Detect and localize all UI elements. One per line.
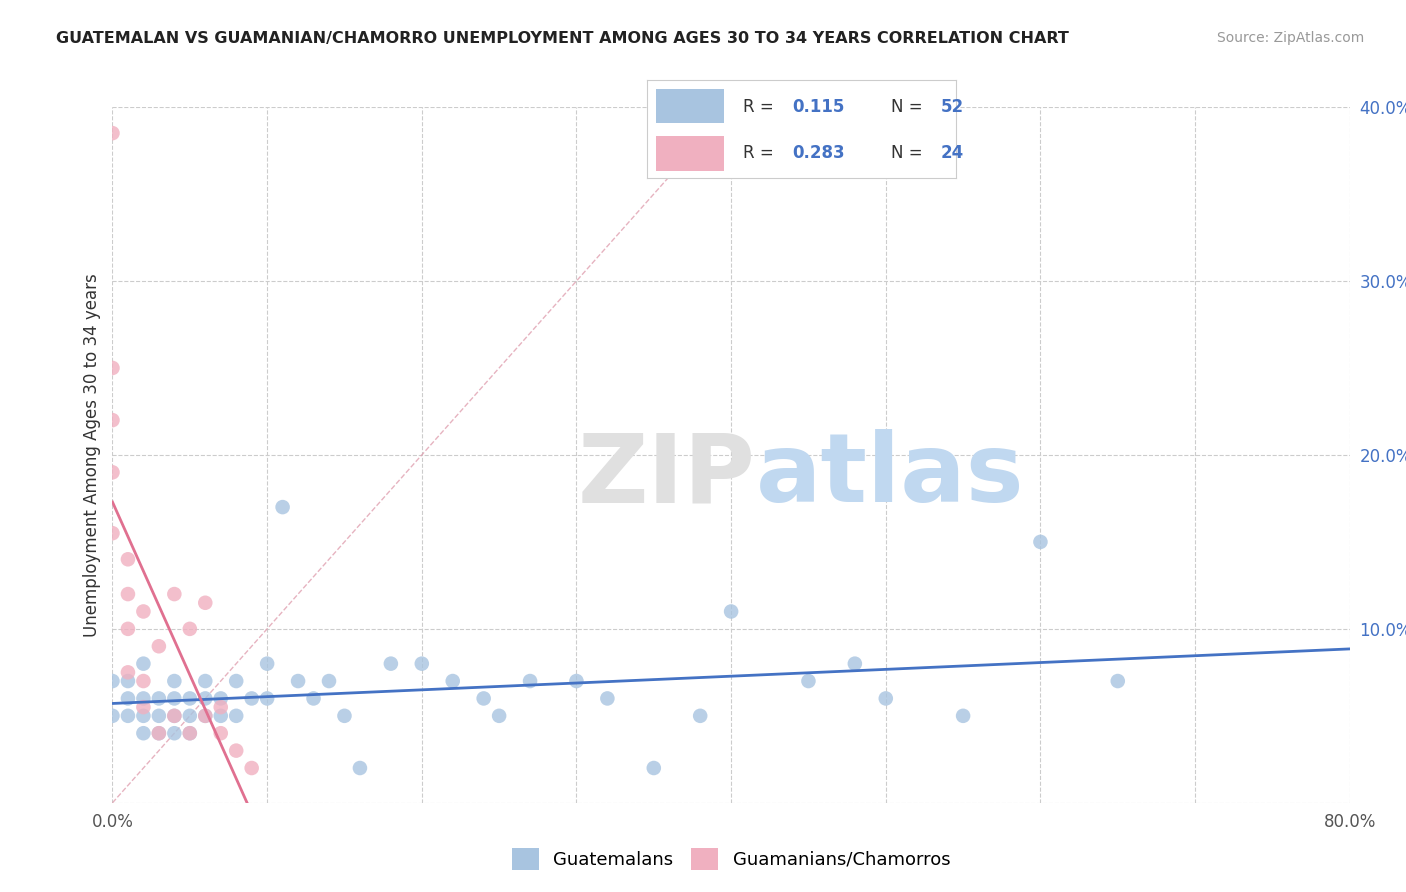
Point: [209, 726, 232, 740]
Point: [117, 552, 139, 566]
Point: [256, 691, 278, 706]
Text: GUATEMALAN VS GUAMANIAN/CHAMORRO UNEMPLOYMENT AMONG AGES 30 TO 34 YEARS CORRELAT: GUATEMALAN VS GUAMANIAN/CHAMORRO UNEMPLO…: [56, 31, 1069, 46]
Point: [209, 700, 232, 714]
Point: [209, 708, 232, 723]
Point: [179, 708, 201, 723]
Point: [163, 674, 186, 689]
Text: R =: R =: [742, 98, 779, 116]
Point: [194, 596, 217, 610]
FancyBboxPatch shape: [657, 136, 724, 170]
Text: 24: 24: [941, 144, 965, 161]
Point: [194, 708, 217, 723]
Point: [101, 413, 124, 427]
Point: [132, 700, 155, 714]
Point: [163, 708, 186, 723]
Legend: Guatemalans, Guamanians/Chamorros: Guatemalans, Guamanians/Chamorros: [505, 841, 957, 877]
Point: [101, 126, 124, 140]
Point: [441, 674, 464, 689]
Text: 52: 52: [941, 98, 963, 116]
Text: ZIP: ZIP: [578, 429, 756, 523]
Point: [117, 691, 139, 706]
Point: [148, 691, 170, 706]
Text: N =: N =: [891, 98, 928, 116]
Point: [101, 526, 124, 541]
Point: [875, 691, 897, 706]
Point: [472, 691, 495, 706]
Point: [720, 605, 742, 619]
Point: [209, 691, 232, 706]
Point: [271, 500, 294, 514]
Point: [240, 691, 263, 706]
Point: [101, 708, 124, 723]
Y-axis label: Unemployment Among Ages 30 to 34 years: Unemployment Among Ages 30 to 34 years: [83, 273, 101, 637]
Point: [596, 691, 619, 706]
FancyBboxPatch shape: [657, 89, 724, 123]
Point: [225, 674, 247, 689]
Point: [101, 674, 124, 689]
Point: [318, 674, 340, 689]
Point: [148, 726, 170, 740]
Point: [225, 708, 247, 723]
Point: [179, 622, 201, 636]
Point: [689, 708, 711, 723]
Point: [101, 466, 124, 480]
Point: [225, 744, 247, 758]
Point: [163, 708, 186, 723]
Point: [240, 761, 263, 775]
Point: [117, 587, 139, 601]
Point: [179, 726, 201, 740]
Point: [117, 665, 139, 680]
Point: [132, 708, 155, 723]
Point: [488, 708, 510, 723]
Point: [194, 708, 217, 723]
Point: [101, 360, 124, 375]
Point: [132, 726, 155, 740]
Text: Source: ZipAtlas.com: Source: ZipAtlas.com: [1216, 31, 1364, 45]
Point: [117, 622, 139, 636]
Point: [565, 674, 588, 689]
Point: [333, 708, 356, 723]
Point: [349, 761, 371, 775]
Point: [411, 657, 433, 671]
Point: [148, 726, 170, 740]
Point: [302, 691, 325, 706]
Text: 0.283: 0.283: [792, 144, 845, 161]
Point: [163, 691, 186, 706]
Point: [256, 657, 278, 671]
Text: R =: R =: [742, 144, 779, 161]
Text: 0.115: 0.115: [792, 98, 845, 116]
Point: [117, 674, 139, 689]
Point: [163, 726, 186, 740]
Point: [643, 761, 665, 775]
Point: [519, 674, 541, 689]
Point: [132, 605, 155, 619]
Point: [179, 691, 201, 706]
Text: N =: N =: [891, 144, 928, 161]
Point: [148, 639, 170, 653]
Point: [194, 674, 217, 689]
Point: [132, 657, 155, 671]
Point: [194, 691, 217, 706]
Point: [132, 674, 155, 689]
Point: [380, 657, 402, 671]
Text: atlas: atlas: [756, 429, 1025, 523]
Point: [132, 691, 155, 706]
Point: [148, 708, 170, 723]
Point: [179, 726, 201, 740]
Point: [952, 708, 974, 723]
Point: [844, 657, 866, 671]
Point: [163, 587, 186, 601]
Point: [1029, 534, 1052, 549]
Point: [117, 708, 139, 723]
Point: [1107, 674, 1129, 689]
Point: [797, 674, 820, 689]
Point: [287, 674, 309, 689]
